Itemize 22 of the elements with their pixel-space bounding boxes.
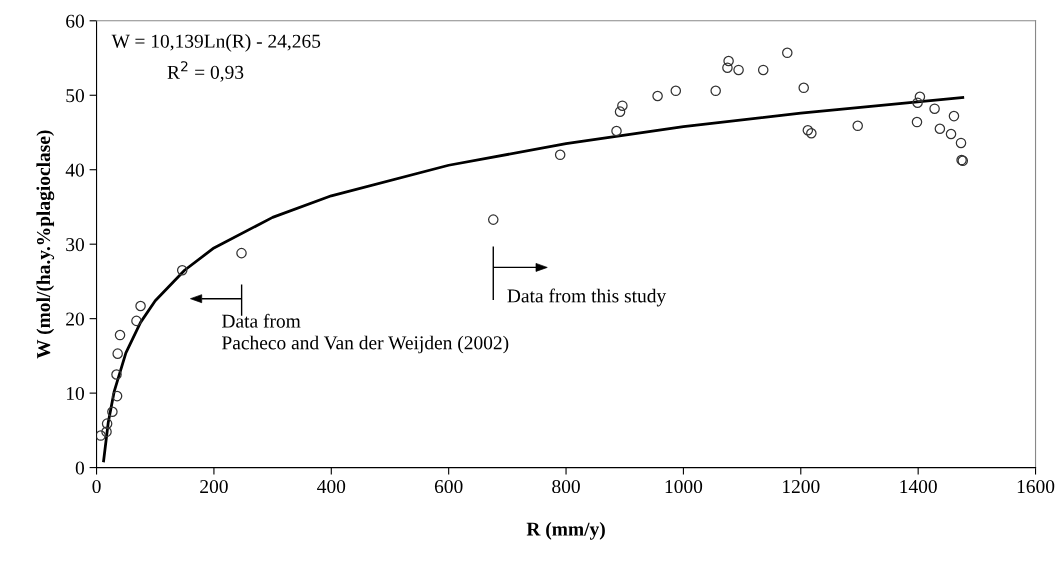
y-tick-label: 40 — [65, 163, 84, 177]
x-tick-label: 200 — [200, 479, 228, 494]
x-tick-label: 0 — [92, 479, 101, 494]
y-tick-label: 20 — [66, 312, 84, 326]
y-tick-label: 0 — [75, 461, 84, 475]
annotation: Data from Pacheco and Van der Weijden (2002) — [222, 313, 509, 354]
x-tick-label: 1600 — [1017, 479, 1055, 494]
y-tick-label: 60 — [66, 14, 84, 28]
x-tick-label: 1200 — [783, 479, 820, 494]
x-tick-label: 800 — [552, 479, 580, 494]
y-axis-title: W (mol/(ha.y.%plagioclase) — [36, 130, 55, 359]
annotation: W = 10,139Ln(R) - 24,265 — [111, 34, 321, 52]
x-axis-title: R (mm/y) — [526, 522, 605, 540]
x-tick-label: 600 — [434, 479, 463, 494]
y-tick-label: 10 — [67, 386, 84, 401]
y-tick-label: 30 — [66, 238, 84, 252]
annotation: Data from this study — [507, 288, 667, 307]
annotation: R$^{2}$ = 0,93 — [167, 61, 244, 82]
x-tick-label: 1000 — [665, 479, 703, 494]
y-tick-label: 50 — [66, 89, 84, 103]
x-tick-label: 1400 — [900, 479, 937, 494]
x-tick-label: 400 — [317, 479, 346, 494]
